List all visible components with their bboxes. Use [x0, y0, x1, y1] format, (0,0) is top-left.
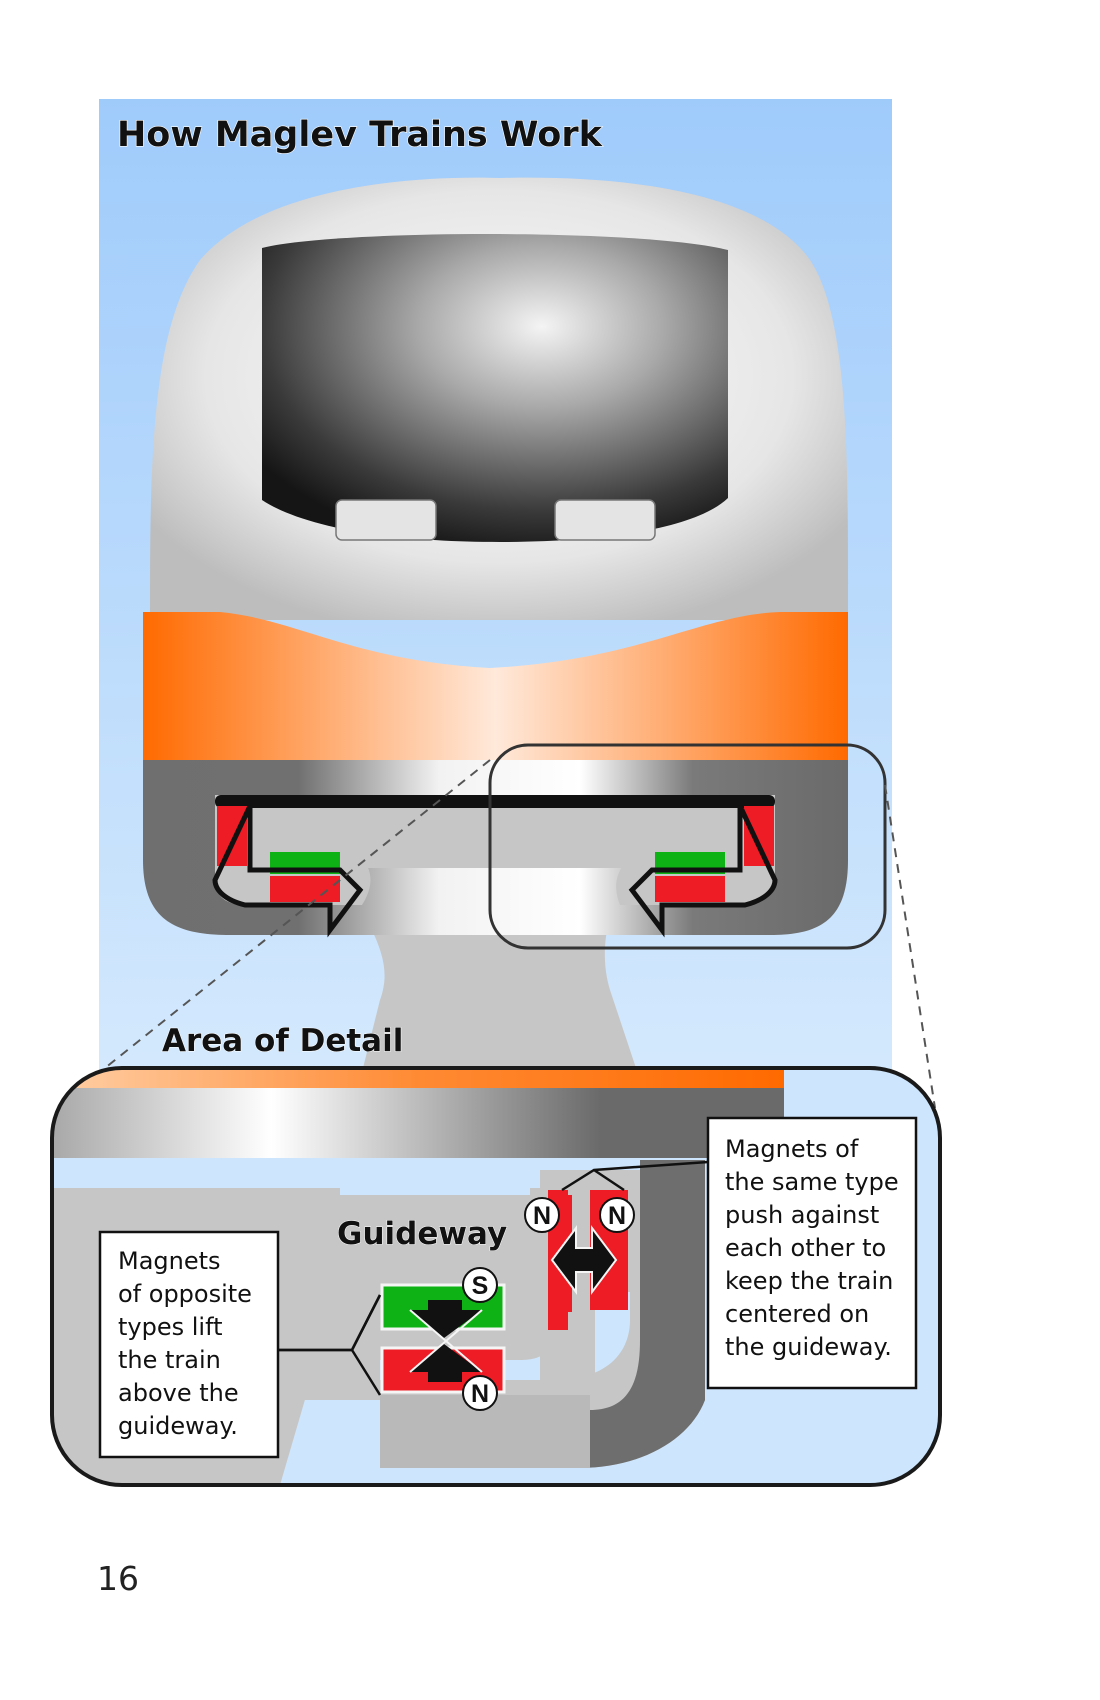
detail-train-skirt — [52, 1088, 784, 1158]
callout-same-connector — [561, 1160, 709, 1192]
headlight-right — [554, 499, 656, 541]
area-of-detail-label: Area of Detail — [162, 1023, 403, 1059]
undercarriage-black-edge — [215, 795, 775, 808]
detail-marker — [488, 743, 887, 950]
pole-badge-n-lift — [462, 1375, 498, 1411]
detail-panel-border — [50, 1066, 942, 1487]
train-front — [143, 177, 849, 938]
detail-leader-left — [99, 759, 491, 1073]
callout-same-types: Magnets of the same type push against ea… — [706, 1116, 918, 1390]
page-number: 16 — [97, 1559, 139, 1598]
pole-label-lift-top: S — [472, 1272, 489, 1300]
headlight-left — [335, 499, 437, 541]
undercarriage-cavity — [215, 795, 775, 905]
right-lift-magnet-red — [655, 876, 725, 902]
pole-badge-s — [462, 1267, 498, 1303]
page-title: How Maglev Trains Work — [117, 115, 603, 155]
lift-magnets: S N — [380, 1267, 506, 1411]
detail-leader-right — [884, 784, 936, 1109]
callout-opposite-types: Magnets of opposite types lift the train… — [98, 1230, 280, 1459]
detail-orange-strip — [52, 1068, 784, 1090]
attract-arrow-down — [410, 1300, 482, 1338]
pole-label-lift-bottom: N — [471, 1380, 489, 1408]
right-magnet-housing — [628, 804, 778, 938]
callout-opposite-text: Magnets of opposite types lift the train… — [118, 1247, 260, 1440]
left-lift-magnet-red — [270, 876, 340, 902]
guide-magnets: N N — [524, 1190, 635, 1330]
repel-arrows — [550, 1225, 618, 1295]
train-orange-band — [143, 612, 848, 760]
guideway-label: Guideway — [337, 1216, 507, 1252]
pole-badge-n-left — [524, 1197, 560, 1233]
pole-label-guide-right: N — [608, 1202, 626, 1230]
attract-arrow-up — [410, 1344, 482, 1382]
pole-label-guide-left: N — [533, 1202, 551, 1230]
train-windshield — [262, 234, 728, 542]
left-guide-magnet — [217, 806, 247, 866]
callout-same-text: Magnets of the same type push against ea… — [725, 1135, 906, 1361]
left-magnet-housing — [212, 804, 364, 938]
pole-badge-n-right — [599, 1197, 635, 1233]
right-guide-magnet — [744, 806, 774, 866]
